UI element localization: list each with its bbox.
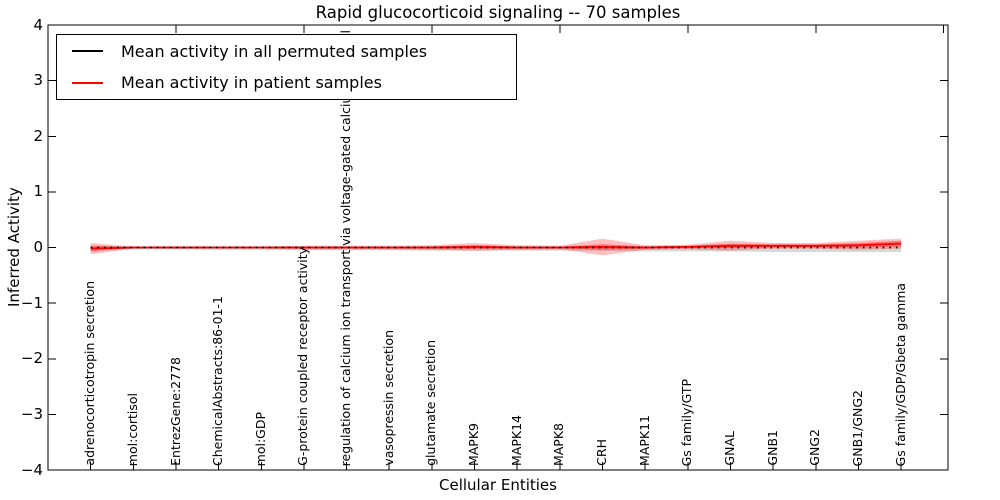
x-tick-label: adrenocorticotropin secretion <box>82 281 98 466</box>
red-line-sample-icon <box>72 81 103 84</box>
y-tick-label: 4 <box>33 15 43 34</box>
patient-samples-std-inner-band <box>90 240 902 252</box>
y-tick-label: −1 <box>20 293 43 312</box>
x-tick-label: EntrezGene:2778 <box>167 357 183 466</box>
x-tick-label: GNB1 <box>764 430 780 466</box>
x-tick-label: GNAL <box>722 431 737 466</box>
x-tick-label: glutamate secretion <box>423 340 439 466</box>
chart-title: Rapid glucocorticoid signaling -- 70 sam… <box>315 3 681 22</box>
x-tick-label: MAPK8 <box>551 422 567 466</box>
axes-frame <box>47 24 949 471</box>
x-tick-label: MAPK14 <box>508 415 524 466</box>
patient-mean-line <box>90 242 902 250</box>
black-line-sample-icon <box>72 50 103 53</box>
y-tick-label: −4 <box>20 460 43 479</box>
legend-entry-patient: Mean activity in patient samples <box>57 68 516 98</box>
x-tick-label: Gs family/GTP <box>679 378 695 466</box>
legend-label-permuted: Mean activity in all permuted samples <box>121 41 428 61</box>
legend-label-patient: Mean activity in patient samples <box>121 73 382 93</box>
y-tick-label: 0 <box>33 238 43 256</box>
y-tick-label: −2 <box>20 349 43 368</box>
y-tick-label: 2 <box>33 126 43 145</box>
x-tick-label: GNG2 <box>807 429 823 466</box>
x-tick-label: MAPK9 <box>466 422 481 466</box>
y-tick-label: −3 <box>20 404 43 423</box>
y-tick-label: 3 <box>33 71 43 90</box>
legend-entry-permuted: Mean activity in all permuted samples <box>57 36 516 66</box>
x-tick-label: MAPK11 <box>636 415 652 466</box>
x-tick-label: vasopressin secretion <box>380 330 396 466</box>
x-tick-label: mol:GDP <box>252 411 268 466</box>
x-tick-label: ChemicalAbstracts:86-01-1 <box>210 296 226 466</box>
x-tick-label: Gs family/GDP/Gbeta gamma <box>892 282 908 466</box>
x-tick-label: CRH <box>594 439 609 466</box>
x-tick-label: G-protein coupled receptor activity <box>295 247 311 466</box>
x-tick-label: GNB1/GNG2 <box>849 389 865 466</box>
y-tick-label: 1 <box>33 182 43 201</box>
x-tick-label: mol:cortisol <box>124 392 140 466</box>
x-axis-label: Cellular Entities <box>439 476 557 494</box>
legend: Mean activity in all permuted samples Me… <box>56 34 517 100</box>
